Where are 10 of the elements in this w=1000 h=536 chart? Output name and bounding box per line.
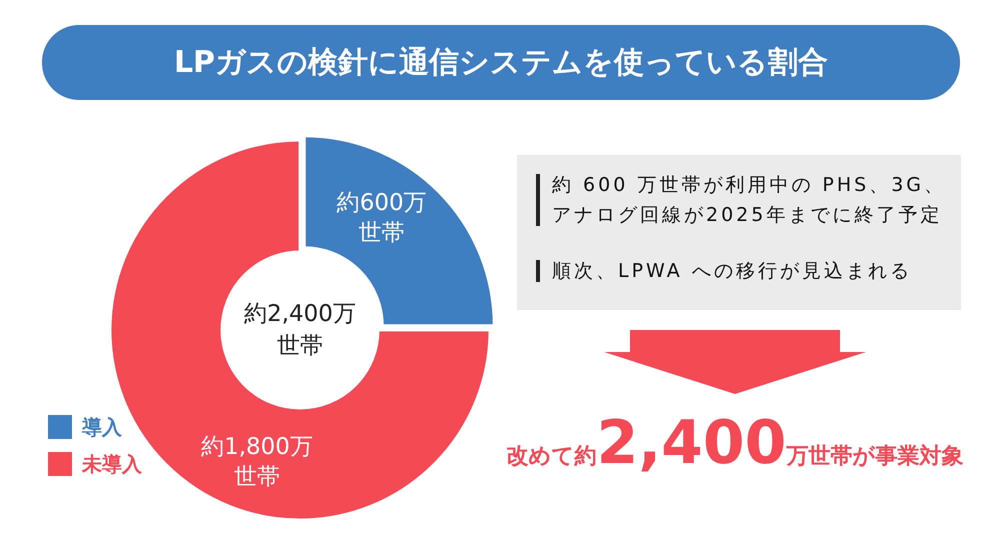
data-label: 約600万世帯: [336, 188, 428, 248]
legend-label: 導入: [82, 414, 122, 441]
legend-label: 未導入: [82, 451, 142, 478]
text: 順次、LPWA への移行が見込まれる: [552, 259, 913, 284]
data-label: 約1,800万世帯: [200, 433, 314, 492]
text: 改めて約: [506, 444, 597, 469]
text: 約2,400万世帯: [243, 300, 357, 361]
text: 約 600 万世帯が利用中の PHS、3G、アナログ回線が2025年までに終了予定: [552, 173, 948, 228]
text: 万世帯が事業対象: [786, 444, 964, 469]
text: 2,400: [596, 408, 786, 478]
